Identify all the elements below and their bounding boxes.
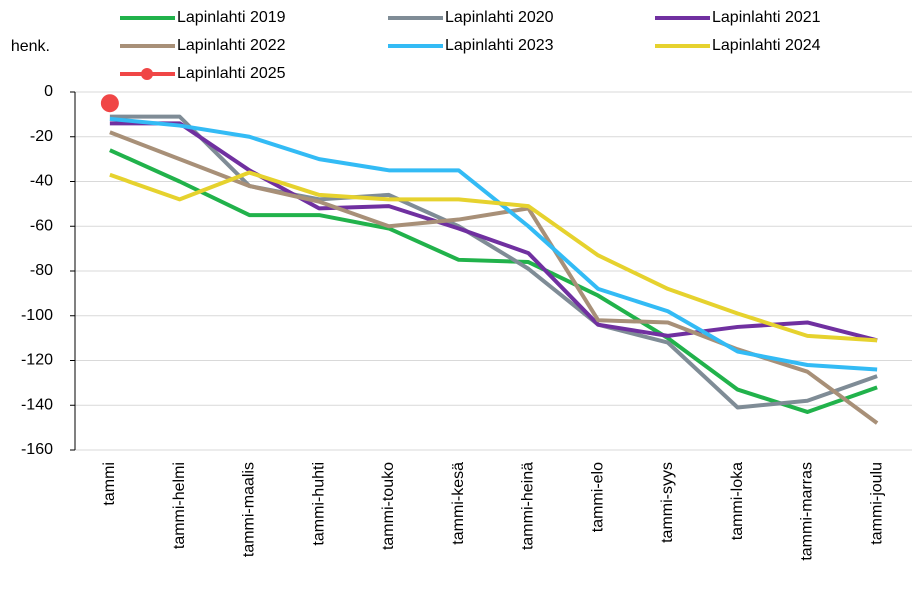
y-tick-label: -40 xyxy=(30,173,53,190)
x-tick-label: tammi-elo xyxy=(589,462,606,532)
x-tick-label: tammi-maalis xyxy=(241,462,258,557)
series-line xyxy=(109,130,879,425)
legend-label: Lapinlahti 2021 xyxy=(712,9,821,26)
legend-label: Lapinlahti 2023 xyxy=(445,37,554,54)
y-tick-label: -120 xyxy=(21,352,53,369)
y-tick-label: -60 xyxy=(30,217,53,234)
x-tick-label: tammi-helmi xyxy=(171,462,188,549)
x-tick-label: tammi-touko xyxy=(380,462,397,550)
legend-label: Lapinlahti 2020 xyxy=(445,9,554,26)
x-tick-label: tammi xyxy=(101,462,118,506)
x-tick-label: tammi-syys xyxy=(659,462,676,543)
legend-label: Lapinlahti 2019 xyxy=(177,9,286,26)
x-tick-label: tammi-loka xyxy=(729,462,746,540)
x-tick-label: tammi-marras xyxy=(799,462,816,561)
series-line xyxy=(109,114,878,410)
series-line xyxy=(109,116,878,372)
x-tick-label: tammi-kesä xyxy=(450,462,467,545)
x-tick-label: tammi-huhti xyxy=(310,462,327,546)
series-line xyxy=(109,121,878,343)
y-tick-label: -140 xyxy=(21,396,53,413)
series-line xyxy=(109,148,878,414)
legend-label: Lapinlahti 2024 xyxy=(712,37,821,54)
y-tick-label: -160 xyxy=(21,441,53,458)
x-tick-label: tammi-joulu xyxy=(868,462,885,545)
legend-label: Lapinlahti 2025 xyxy=(177,65,286,82)
y-axis-label: henk. xyxy=(11,38,50,55)
point xyxy=(100,94,119,113)
series-line xyxy=(109,170,878,343)
legend-marker xyxy=(141,68,153,80)
y-tick-label: 0 xyxy=(44,83,53,100)
y-tick-label: -20 xyxy=(30,128,53,145)
y-tick-label: -100 xyxy=(21,307,53,324)
y-tick-label: -80 xyxy=(30,262,53,279)
x-tick-label: tammi-heinä xyxy=(520,462,537,550)
legend-label: Lapinlahti 2022 xyxy=(177,37,286,54)
